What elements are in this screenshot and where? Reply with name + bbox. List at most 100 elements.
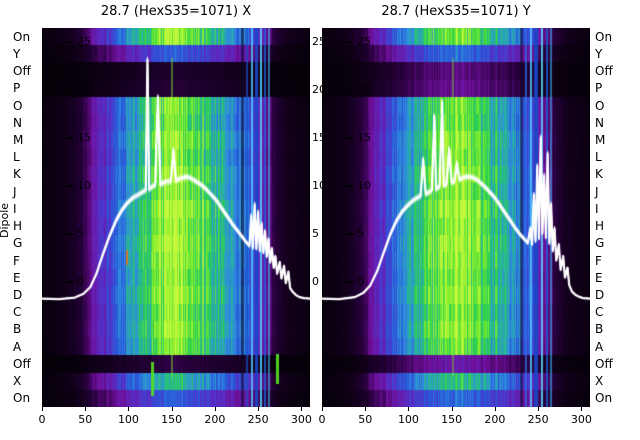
y-tick-label: 25 (357, 35, 371, 49)
row-label-right: J (595, 184, 599, 199)
row-label-right: H (595, 219, 605, 234)
y-tick-mark (346, 233, 353, 236)
x-tick-mark (538, 407, 540, 411)
row-label-left: X (13, 374, 22, 389)
row-label-right: I (595, 201, 599, 216)
y-tick-label: 0 (77, 275, 84, 289)
x-tick-label: 100 (397, 413, 419, 426)
x-tick-label: 300 (570, 413, 592, 426)
y-tick-label-outer: 0 (312, 275, 319, 289)
row-label-right: On (595, 391, 613, 406)
row-label-left: A (13, 339, 22, 354)
x-tick-label: 0 (318, 413, 326, 426)
panel-x-title: 28.7 (HexS35=1071) X (100, 4, 252, 19)
x-tick-mark (494, 407, 496, 411)
y-tick-label: 0 (357, 275, 364, 289)
row-label-left: H (13, 219, 23, 234)
y-tick-label: 15 (77, 131, 91, 145)
row-label-left: L (13, 150, 20, 165)
x-tick-mark (581, 407, 583, 411)
row-label-left: I (13, 201, 17, 216)
row-label-left: E (13, 270, 21, 285)
y-tick-mark (66, 233, 73, 236)
x-tick-label: 200 (484, 413, 506, 426)
x-tick-mark (365, 407, 367, 411)
row-label-left: Off (13, 64, 31, 79)
row-label-right: L (595, 150, 602, 165)
row-label-right: B (595, 322, 604, 337)
x-tick-mark (171, 407, 173, 411)
x-tick-label: 250 (247, 413, 269, 426)
row-label-right: O (595, 98, 605, 113)
y-tick-mark (346, 185, 353, 188)
x-tick-mark (322, 407, 323, 411)
y-tick-mark (346, 137, 353, 140)
x-tick-label: 50 (358, 413, 373, 426)
y-tick-label: 5 (357, 227, 364, 241)
y-tick-mark (66, 41, 73, 44)
y-tick-mark (66, 89, 73, 92)
y-tick-label: 5 (77, 227, 84, 241)
x-tick-mark (85, 407, 87, 411)
row-label-right: Off (595, 356, 613, 371)
y-tick-label: 25 (77, 35, 91, 49)
row-label-right: M (595, 132, 606, 147)
row-label-right: P (595, 81, 603, 96)
y-tick-label-outer: 5 (312, 227, 319, 241)
row-label-left: D (13, 288, 23, 303)
y-tick-label: 20 (357, 83, 371, 97)
row-label-left: G (13, 236, 23, 251)
row-label-right: On (595, 29, 613, 44)
y-tick-mark (346, 41, 353, 44)
row-label-left: On (13, 29, 31, 44)
row-label-right: Off (595, 64, 613, 79)
row-label-left: N (13, 115, 22, 130)
x-tick-mark (214, 407, 216, 411)
y-tick-label-outer: 20 (312, 83, 326, 97)
row-label-left: B (13, 322, 22, 337)
y-tick-label-outer: 15 (312, 131, 326, 145)
row-label-right: X (595, 374, 604, 389)
y-tick-label: 15 (357, 131, 371, 145)
x-tick-label: 200 (204, 413, 226, 426)
y-tick-mark (66, 281, 73, 284)
x-tick-label: 300 (290, 413, 312, 426)
x-tick-mark (301, 407, 303, 411)
row-label-left: On (13, 391, 31, 406)
heatmap-y (322, 28, 590, 407)
x-tick-label: 150 (441, 413, 463, 426)
row-label-right: G (595, 236, 605, 251)
row-label-right: K (595, 167, 603, 182)
row-label-right: Y (595, 46, 603, 61)
y-tick-label-outer: 25 (312, 35, 326, 49)
y-tick-label-outer: 10 (312, 179, 326, 193)
row-label-left: P (13, 81, 21, 96)
row-label-right: A (595, 339, 604, 354)
y-tick-label: 10 (77, 179, 91, 193)
x-tick-label: 100 (117, 413, 139, 426)
x-tick-label: 50 (78, 413, 93, 426)
row-label-left: O (13, 98, 23, 113)
x-tick-mark (258, 407, 260, 411)
row-label-right: E (595, 270, 603, 285)
x-tick-label: 0 (38, 413, 46, 426)
heatmap-x (42, 28, 310, 407)
y-tick-mark (346, 281, 353, 284)
row-label-right: C (595, 305, 604, 320)
x-tick-mark (408, 407, 410, 411)
y-tick-mark (346, 89, 353, 92)
row-label-right: N (595, 115, 604, 130)
x-tick-label: 250 (527, 413, 549, 426)
y-tick-mark (66, 137, 73, 140)
dipole-axis-label: Dipole (0, 202, 12, 239)
y-tick-label: 20 (77, 83, 91, 97)
row-label-left: J (13, 184, 17, 199)
row-label-left: C (13, 305, 22, 320)
row-label-left: M (13, 132, 24, 147)
panel-y-title: 28.7 (HexS35=1071) Y (381, 4, 531, 19)
x-tick-mark (42, 407, 43, 411)
row-label-right: D (595, 288, 605, 303)
row-label-left: K (13, 167, 21, 182)
row-label-right: F (595, 253, 602, 268)
